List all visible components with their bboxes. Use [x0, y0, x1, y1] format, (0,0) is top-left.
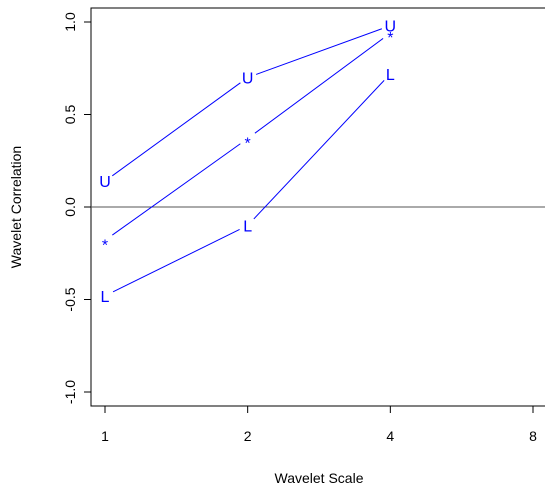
- series-segment: [111, 82, 241, 177]
- series-estimate: * * *: [102, 30, 394, 254]
- series-segment: [255, 28, 383, 75]
- x-tick-label: 8: [529, 428, 537, 444]
- y-tick-label: -1.0: [62, 380, 78, 404]
- series-lower: L L L: [101, 67, 395, 306]
- point-marker: U: [385, 19, 397, 36]
- point-marker: L: [386, 67, 395, 84]
- y-tick-label: -0.5: [62, 287, 78, 311]
- point-marker: *: [102, 237, 108, 254]
- y-tick-label: 0.0: [62, 197, 78, 217]
- series-segment: [254, 38, 384, 134]
- point-marker: U: [99, 174, 111, 191]
- axes: -1.0 -0.5 0.0 0.5 1.0 1 2 4 8: [62, 7, 545, 444]
- y-tick-label: 1.0: [62, 12, 78, 32]
- series-segment: [253, 80, 385, 220]
- point-marker: U: [242, 71, 254, 88]
- point-marker: *: [387, 30, 393, 47]
- x-tick-label: 2: [244, 428, 252, 444]
- point-marker: L: [243, 219, 252, 236]
- chart-marks: UUU***LLL: [91, 19, 545, 306]
- y-axis-title: Wavelet Correlation: [8, 146, 24, 268]
- series-segment: [112, 143, 241, 236]
- series-segment: [112, 229, 240, 293]
- series-upper: U U U: [99, 19, 396, 191]
- x-tick-label: 4: [386, 428, 394, 444]
- point-marker: L: [101, 289, 110, 306]
- y-tick-label: 0.5: [62, 105, 78, 125]
- point-marker: *: [245, 136, 251, 153]
- x-axis-title: Wavelet Scale: [275, 470, 364, 486]
- x-tick-label: 1: [101, 428, 109, 444]
